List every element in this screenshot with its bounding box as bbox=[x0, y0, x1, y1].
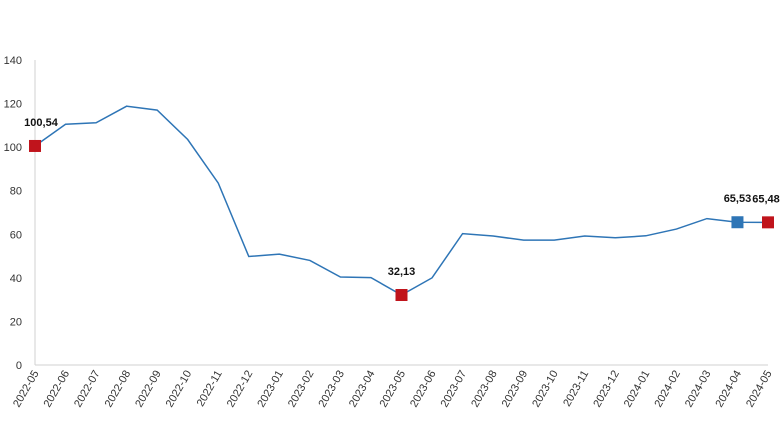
data-point-marker bbox=[731, 216, 743, 228]
x-tick-label: 2024-04 bbox=[713, 369, 744, 410]
x-tick-label: 2023-09 bbox=[500, 369, 531, 410]
x-tick-label: 2023-07 bbox=[439, 369, 470, 410]
x-tick-label: 2022-10 bbox=[164, 369, 195, 410]
x-tick-label: 2022-12 bbox=[225, 369, 256, 410]
x-tick-label: 2023-01 bbox=[255, 369, 286, 410]
x-tick-label: 2024-03 bbox=[683, 369, 714, 410]
y-tick-label: 120 bbox=[4, 99, 22, 111]
y-tick-label: 140 bbox=[4, 55, 22, 67]
x-tick-label: 2022-05 bbox=[11, 369, 42, 410]
x-tick-label: 2023-05 bbox=[378, 369, 409, 410]
data-point-marker bbox=[396, 289, 408, 301]
x-tick-label: 2023-11 bbox=[561, 369, 591, 409]
x-tick-label: 2024-02 bbox=[652, 369, 683, 410]
x-tick-label: 2024-05 bbox=[744, 369, 775, 410]
y-tick-label: 40 bbox=[10, 273, 22, 285]
x-tick-label: 2023-06 bbox=[408, 369, 439, 410]
y-tick-label: 20 bbox=[10, 316, 22, 328]
x-tick-label: 2022-07 bbox=[72, 369, 103, 410]
data-label: 65,53 bbox=[724, 193, 752, 205]
y-tick-label: 0 bbox=[16, 360, 22, 372]
x-tick-label: 2023-12 bbox=[591, 369, 622, 410]
x-tick-label: 2022-09 bbox=[133, 369, 164, 410]
x-tick-label: 2023-08 bbox=[469, 369, 500, 410]
x-axis-ticks: 2022-05 2022-06 2022-07 2022-08 2022-09 2022-… bbox=[11, 369, 775, 410]
y-tick-label: 100 bbox=[4, 142, 22, 154]
data-label: 32,13 bbox=[388, 266, 416, 278]
data-point-marker bbox=[762, 216, 774, 228]
data-point-marker bbox=[29, 140, 41, 152]
x-tick-label: 2022-11 bbox=[195, 369, 225, 409]
marker-layer: 100,54 32,13 65,53 65,48 bbox=[24, 117, 780, 301]
x-tick-label: 2023-03 bbox=[316, 369, 347, 410]
x-tick-label: 2022-08 bbox=[103, 369, 134, 410]
x-tick-label: 2024-01 bbox=[622, 369, 653, 410]
data-label: 65,48 bbox=[752, 193, 780, 205]
data-label: 100,54 bbox=[24, 117, 59, 129]
y-tick-label: 80 bbox=[10, 186, 22, 198]
x-tick-label: 2023-04 bbox=[347, 369, 378, 410]
x-tick-label: 2023-02 bbox=[286, 369, 317, 410]
x-tick-label: 2022-06 bbox=[42, 369, 73, 410]
y-tick-label: 60 bbox=[10, 229, 22, 241]
y-axis-ticks: 0 20 40 60 80 100 120 140 bbox=[4, 55, 22, 372]
x-tick-label: 2023-10 bbox=[530, 369, 561, 410]
